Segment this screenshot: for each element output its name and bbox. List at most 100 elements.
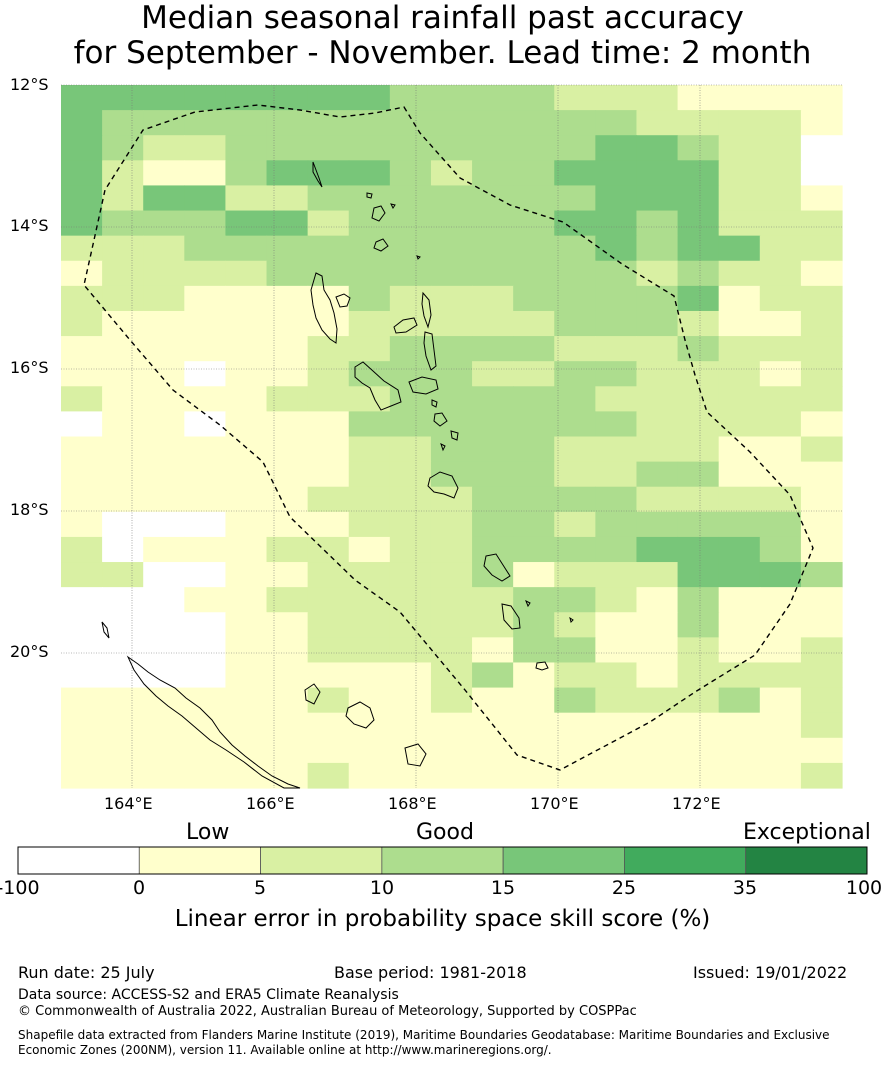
skill-cell [143,536,185,563]
shapefile-credit-line-1: Shapefile data extracted from Flanders M… [18,1028,830,1042]
skill-cell [61,411,103,438]
skill-cell [225,536,268,563]
copyright: © Commonwealth of Australia 2022, Austra… [18,1004,637,1019]
skill-cell [102,235,144,262]
skill-cell [636,336,679,362]
skill-cell [225,587,268,613]
skill-cell [513,662,555,689]
skill-cell [759,712,802,739]
skill-cell [636,687,679,714]
skill-cell [472,637,514,664]
skill-cell [430,461,473,488]
skill-cell [389,135,432,161]
skill-cell [513,361,555,387]
colorbar-tick-35: 35 [732,877,758,899]
skill-cell [718,160,761,187]
skill-cell [595,687,638,714]
skill-cell [472,386,514,412]
espiritu-santo-island [310,272,338,344]
skill-cell [513,386,555,412]
skill-cell [759,285,802,312]
skill-cell [677,436,720,463]
chart-title-line-2: for September - November. Lead time: 2 m… [73,35,812,71]
skill-cell [595,160,638,187]
skill-cell [636,461,679,488]
skill-cell [184,687,227,714]
skill-cell [225,737,268,764]
loyalty-islands-lifou [345,701,375,729]
skill-cell [184,637,227,664]
skill-cell [636,486,679,513]
skill-cell [677,135,720,161]
skill-cell [266,411,309,438]
loyalty-islands-ouvea [304,683,321,705]
skill-cell [61,260,103,287]
skill-cell [266,662,309,689]
skill-cell [102,260,144,287]
skill-cell [554,511,596,538]
malekula-island [354,361,402,411]
skill-cell [677,687,720,714]
epi-island [433,412,448,427]
skill-cell [554,361,596,387]
skill-cell [513,260,555,287]
skill-cell [677,562,720,588]
colorbar-outline [17,846,868,875]
skill-cell [143,210,185,237]
skill-cell [800,737,843,764]
skill-cell [554,612,596,638]
skill-cell [61,160,103,187]
skill-cell [513,712,555,739]
skill-cell [102,411,144,438]
skill-cell [225,662,268,689]
skill-cell [348,135,391,161]
skill-cell [348,511,391,538]
colorbar-title: Linear error in probability space skill … [174,906,711,932]
skill-cell [225,511,268,538]
skill-cell [143,361,185,387]
skill-cell [595,310,638,337]
skill-cell [800,536,843,563]
skill-cell [554,411,596,438]
skill-cell [61,536,103,563]
skill-cell [266,587,309,613]
skill-cell [389,85,432,111]
skill-cell [759,235,802,262]
skill-cell [307,210,350,237]
skill-cell [430,737,473,764]
skill-cell [102,562,144,588]
skill-cell [554,285,596,312]
skill-cell [677,336,720,362]
skill-cell [718,562,761,588]
skill-cell [266,185,309,212]
colorbar-tick-25: 25 [611,877,637,899]
skill-cell [595,637,638,664]
colorbar-label-exceptional: Exceptional [743,820,871,845]
skill-cell [636,536,679,563]
map-gridlines [61,84,842,788]
skill-cell [718,587,761,613]
skill-cell [677,260,720,287]
skill-cell [472,536,514,563]
skill-cell [348,637,391,664]
skill-cell [472,310,514,337]
skill-cell [225,436,268,463]
skill-cell [677,235,720,262]
skill-cell [102,436,144,463]
skill-cell [143,687,185,714]
skill-cell [472,361,514,387]
skill-cell [677,712,720,739]
skill-cell [554,562,596,588]
skill-cell [472,110,514,136]
skill-cell [677,737,720,764]
skill-cell [595,662,638,689]
skill-cell [143,486,185,513]
skill-cell [554,712,596,739]
skill-cell [513,411,555,438]
skill-cell [759,361,802,387]
skill-cell [718,461,761,488]
skill-cell [143,260,185,287]
skill-cell [677,662,720,689]
lon-label-168e: 168°E [388,794,437,813]
skill-cell [102,687,144,714]
